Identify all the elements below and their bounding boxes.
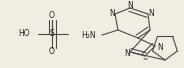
Text: =: = bbox=[142, 58, 148, 62]
Text: HO: HO bbox=[18, 30, 30, 38]
Text: N: N bbox=[148, 10, 154, 18]
Text: N: N bbox=[127, 0, 133, 10]
Text: N: N bbox=[124, 50, 130, 58]
Text: O: O bbox=[49, 48, 55, 57]
Text: O: O bbox=[49, 11, 55, 20]
Text: N: N bbox=[157, 44, 163, 52]
Text: H₂N: H₂N bbox=[81, 31, 96, 41]
Text: N: N bbox=[109, 10, 115, 18]
Text: S: S bbox=[50, 30, 54, 38]
